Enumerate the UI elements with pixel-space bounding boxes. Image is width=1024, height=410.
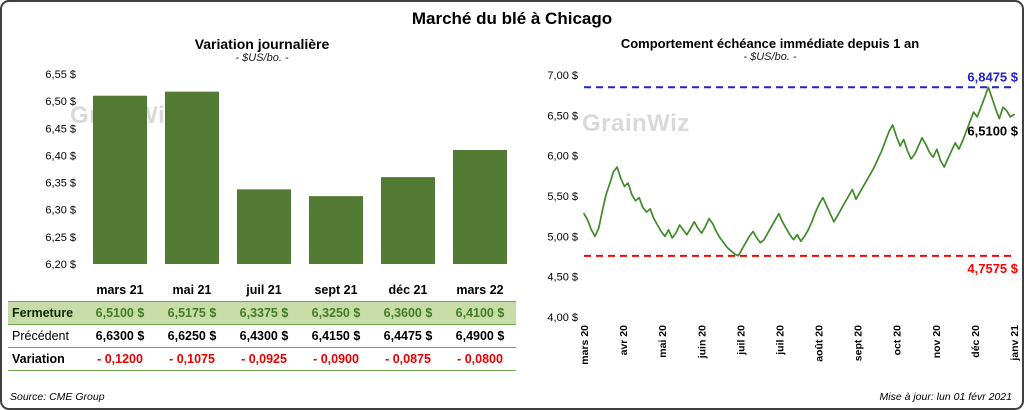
table-row-variation: Variation - 0,1200 - 0,1075 - 0,0925 - 0,090… bbox=[8, 348, 516, 371]
x-axis-tick: juil 20 bbox=[735, 325, 747, 356]
x-axis-tick: janv 21 bbox=[1009, 325, 1020, 362]
source-note: Source: CME Group bbox=[10, 391, 105, 403]
table-cell: 6,4300 $ bbox=[239, 329, 289, 343]
table-cell: - 0,0925 bbox=[241, 352, 287, 366]
x-axis-tick: août 20 bbox=[814, 325, 826, 362]
column-header: mars 22 bbox=[456, 283, 504, 297]
y-axis-tick: 6,50 $ bbox=[45, 96, 76, 108]
table-cell: 6,4900 $ bbox=[455, 329, 505, 343]
y-axis-tick: 6,35 $ bbox=[45, 178, 76, 190]
row-label: Précédent bbox=[12, 329, 69, 343]
column-header: sept 21 bbox=[314, 283, 358, 297]
x-axis-tick: nov 20 bbox=[931, 325, 943, 358]
column-header: déc 21 bbox=[388, 283, 428, 297]
bar-chart: 6,20 $ 6,25 $ 6,30 $ 6,35 $ 6,40 $ 6,45 $ 6,50… bbox=[45, 69, 507, 271]
y-axis-tick: 6,25 $ bbox=[45, 232, 76, 244]
y-axis-tick: 6,20 $ bbox=[45, 259, 76, 271]
table-cell: 6,4475 $ bbox=[383, 329, 433, 343]
one-year-panel: GrainWiz Comportement échéance immédiate… bbox=[520, 36, 1020, 385]
y-axis-tick: 6,30 $ bbox=[45, 205, 76, 217]
x-axis-tick: mai 20 bbox=[657, 325, 669, 358]
x-axis-tick: juin 20 bbox=[696, 325, 708, 359]
y-axis-tick: 5,00 $ bbox=[547, 231, 578, 243]
table-cell: - 0,0800 bbox=[457, 352, 503, 366]
table-cell: 6,6300 $ bbox=[95, 329, 145, 343]
table-cell: 6,3250 $ bbox=[311, 306, 361, 320]
x-axis-tick: sept 20 bbox=[853, 325, 865, 361]
table-cell: 6,4100 $ bbox=[455, 306, 505, 320]
x-axis-tick: juil 20 bbox=[774, 325, 786, 356]
bar-mai 21 bbox=[165, 91, 219, 264]
price-series-line bbox=[583, 86, 1015, 257]
x-axis-tick: déc 20 bbox=[970, 325, 982, 358]
daily-variation-panel: GrainWiz Variation journalière - $US/bo.… bbox=[8, 36, 516, 371]
y-axis-tick: 6,00 $ bbox=[547, 151, 578, 163]
watermark-text: GrainWiz bbox=[582, 110, 690, 137]
bar-juil 21 bbox=[237, 189, 291, 264]
bar-chart-subtitle: - $US/bo. - bbox=[235, 52, 289, 64]
line-chart: 4,00 $ 4,50 $ 5,00 $ 5,50 $ 6,00 $ 6,50 $ 7,00… bbox=[547, 69, 1020, 365]
y-axis-tick: 6,55 $ bbox=[45, 69, 76, 81]
table-header-row: mars 21 mai 21 juil 21 sept 21 déc 21 mars 22 bbox=[8, 279, 516, 302]
table-cell: 6,3375 $ bbox=[239, 306, 289, 320]
y-axis-tick: 5,50 $ bbox=[547, 191, 578, 203]
grainwiz-watermark: GrainWiz bbox=[582, 110, 690, 138]
y-axis-tick: 6,45 $ bbox=[45, 123, 76, 135]
x-axis-tick: mars 20 bbox=[579, 325, 591, 365]
bar-sept 21 bbox=[309, 196, 363, 264]
bar-mars 22 bbox=[453, 150, 507, 264]
x-axis-tick: avr 20 bbox=[618, 325, 630, 356]
bar-mars 21 bbox=[93, 95, 147, 264]
table-corner-cell bbox=[8, 279, 84, 302]
quotes-table: mars 21 mai 21 juil 21 sept 21 déc 21 mars 22… bbox=[8, 279, 516, 371]
row-label: Variation bbox=[12, 352, 65, 366]
page-title: Marché du blé à Chicago bbox=[411, 9, 613, 28]
table-cell: - 0,0875 bbox=[385, 352, 431, 366]
y-axis-tick: 6,50 $ bbox=[547, 110, 578, 122]
row-label: Fermeture bbox=[12, 306, 74, 320]
x-axis-tick: oct 20 bbox=[892, 325, 904, 356]
table-cell: 6,5100 $ bbox=[95, 306, 145, 320]
bar-chart-title: Variation journalière bbox=[194, 36, 330, 52]
bar-déc 21 bbox=[381, 177, 435, 264]
table-row-precedent: Précédent 6,6300 $ 6,6250 $ 6,4300 $ 6,4150 … bbox=[8, 325, 516, 348]
y-axis-tick: 6,40 $ bbox=[45, 150, 76, 162]
table-cell: 6,3600 $ bbox=[383, 306, 433, 320]
column-header: juil 21 bbox=[246, 283, 282, 297]
y-axis-tick: 7,00 $ bbox=[547, 70, 578, 82]
line-chart-title: Comportement échéance immédiate depuis 1… bbox=[620, 36, 920, 51]
table-cell: - 0,0900 bbox=[313, 352, 359, 366]
table-cell: 6,5175 $ bbox=[167, 306, 217, 320]
high-reference-label: 6,8475 $ bbox=[967, 69, 1018, 84]
column-header: mars 21 bbox=[96, 283, 144, 297]
table-cell: 6,4150 $ bbox=[311, 329, 361, 343]
table-cell: - 0,1075 bbox=[169, 352, 215, 366]
table-cell: 6,6250 $ bbox=[167, 329, 217, 343]
y-axis-tick: 4,00 $ bbox=[547, 312, 578, 324]
line-chart-subtitle: - $US/bo. - bbox=[743, 51, 797, 63]
last-price-label: 6,5100 $ bbox=[967, 124, 1018, 139]
low-reference-label: 4,7575 $ bbox=[967, 261, 1018, 276]
column-header: mai 21 bbox=[172, 283, 212, 297]
y-axis-tick: 4,50 $ bbox=[547, 272, 578, 284]
table-row-fermeture: Fermeture 6,5100 $ 6,5175 $ 6,3375 $ 6,3250 … bbox=[8, 301, 516, 325]
table-cell: - 0,1200 bbox=[97, 352, 143, 366]
updated-note: Mise à jour: lun 01 févr 2021 bbox=[879, 391, 1013, 403]
